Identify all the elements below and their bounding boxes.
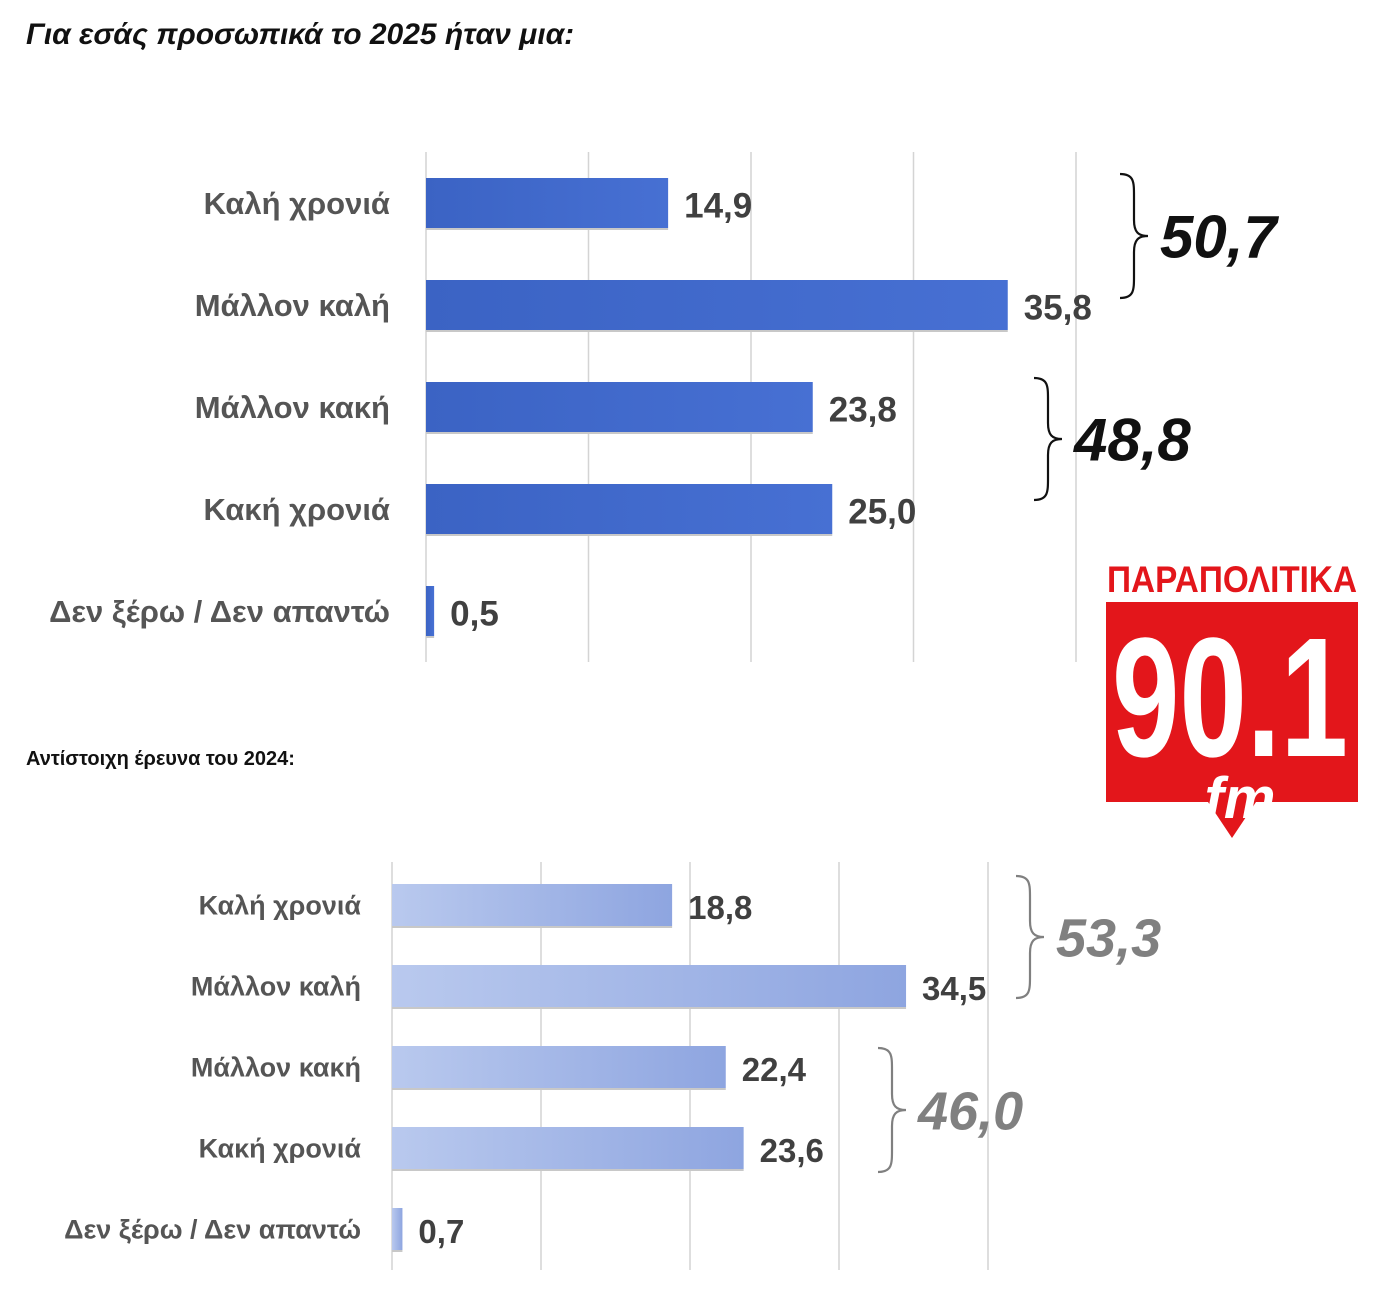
group-total: 50,7 <box>1160 204 1279 271</box>
category-label: Μάλλον κακή <box>195 390 390 425</box>
bar <box>426 586 435 636</box>
bar <box>426 280 1008 330</box>
bar <box>426 484 833 534</box>
bar-chart-2025: Καλή χρονιά 14,9 Μάλλον καλή 35,8 Μάλλον κακ… <box>49 152 1279 662</box>
logo-top-text: ΠΑΡΑΠΟΛΙΤΙΚΑ <box>1107 559 1357 600</box>
value-label: 22,4 <box>742 1051 807 1088</box>
bar <box>392 965 907 1007</box>
group-brace <box>1033 376 1063 502</box>
bar <box>392 1208 403 1250</box>
category-label: Δεν ξέρω / Δεν απαντώ <box>49 594 390 629</box>
bar <box>426 382 813 432</box>
value-label: 18,8 <box>688 889 752 926</box>
chart-title-2025: Για εσάς προσωπικά το 2025 ήταν μια: <box>26 18 575 51</box>
value-label: 23,8 <box>829 391 897 430</box>
group-brace <box>877 1046 907 1174</box>
chart-title-2024: Αντίστοιχη έρευνα του 2024: <box>26 748 295 770</box>
value-label: 25,0 <box>848 493 916 532</box>
logo-red-block <box>1106 602 1358 838</box>
category-label: Μάλλον καλή <box>195 288 390 323</box>
group-brace <box>1015 874 1045 1000</box>
value-label: 0,7 <box>418 1213 464 1250</box>
category-label: Μάλλον κακή <box>191 1053 361 1083</box>
category-label: Καλή χρονιά <box>204 186 390 221</box>
logo-suffix: fm <box>1205 766 1276 831</box>
category-label: Κακή χρονιά <box>199 1134 362 1164</box>
group-brace <box>1119 172 1149 300</box>
bar <box>392 1046 726 1088</box>
category-label: Κακή χρονιά <box>204 492 390 527</box>
bar <box>392 884 673 926</box>
value-label: 0,5 <box>450 595 499 634</box>
category-label: Καλή χρονιά <box>199 891 362 921</box>
group-total: 53,3 <box>1056 908 1161 968</box>
category-label: Μάλλον καλή <box>191 972 361 1002</box>
category-label: Δεν ξέρω / Δεν απαντώ <box>64 1215 361 1245</box>
parapolitika-logo: ΠΑΡΑΠΟΛΙΤΙΚΑ 90.1 fm <box>1106 559 1358 838</box>
value-label: 23,6 <box>760 1132 824 1169</box>
bar <box>392 1127 744 1169</box>
value-label: 14,9 <box>684 187 752 226</box>
group-total: 48,8 <box>1073 407 1191 474</box>
group-total: 46,0 <box>917 1081 1023 1141</box>
value-label: 34,5 <box>922 970 986 1007</box>
bar <box>426 178 669 228</box>
value-label: 35,8 <box>1024 289 1092 328</box>
logo-number: 90.1 <box>1112 603 1348 793</box>
